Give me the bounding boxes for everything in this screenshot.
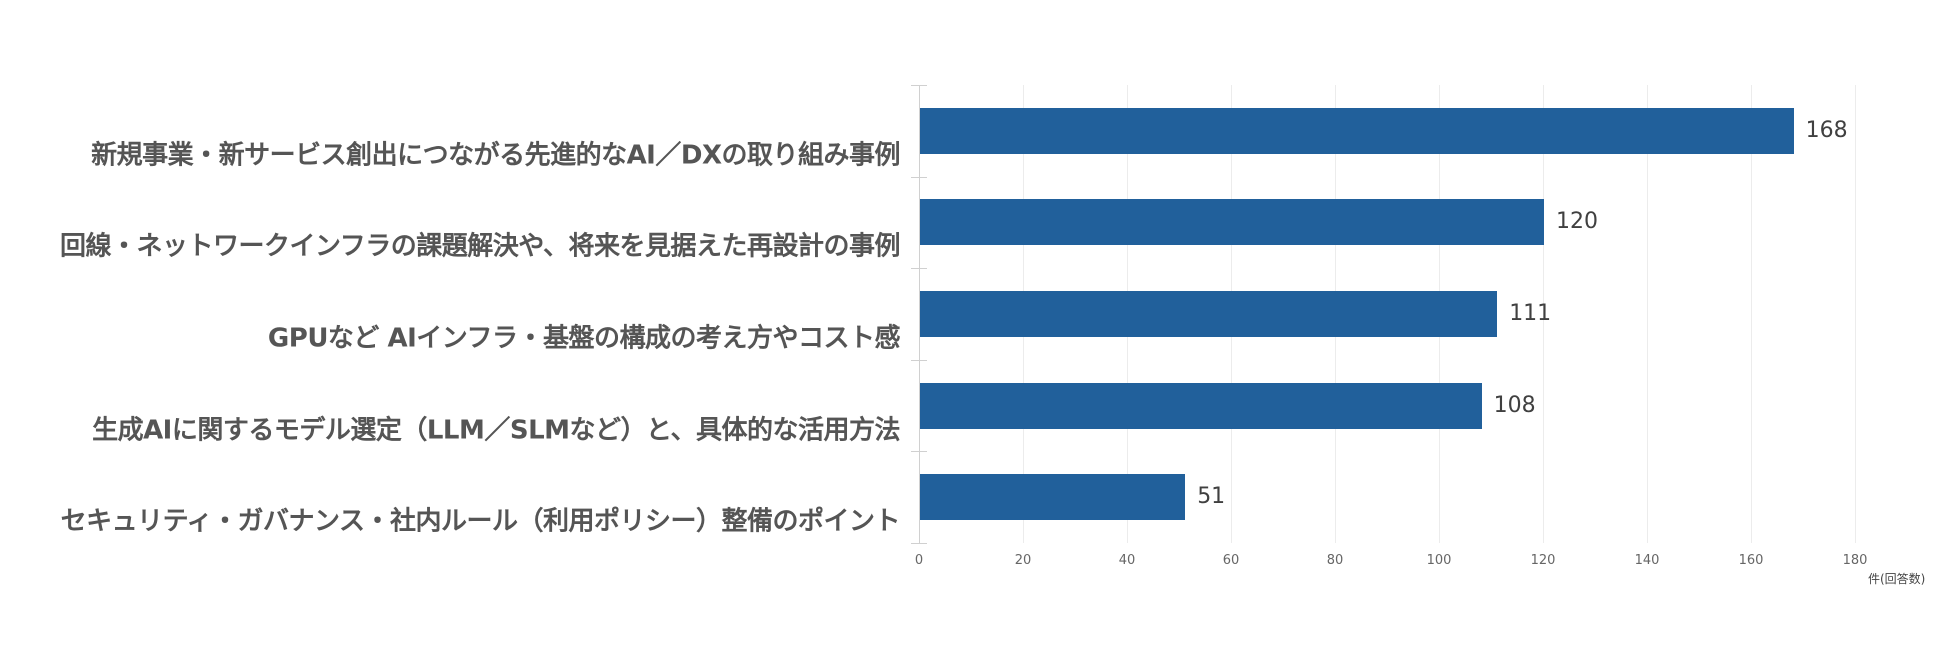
category-label: 回線・ネットワークインフラの課題解決や、将来を見据えた再設計の事例: [60, 231, 900, 262]
category-tick: [911, 543, 927, 544]
plot-area: 0 20 40 60 80 100 120 140 160 180 168 120 111 108 51: [911, 85, 1867, 568]
category-tick: [911, 85, 927, 86]
bar: [920, 291, 1498, 337]
x-tick-label: 100: [1426, 553, 1452, 568]
bar-value-label: 120: [1556, 209, 1598, 235]
gridline: [1647, 85, 1648, 543]
category-tick: [911, 176, 927, 178]
category-label: GPUなど AIインフラ・基盤の構成の考え方やコスト感: [267, 323, 901, 354]
x-tick-label: 60: [1222, 553, 1240, 568]
bar-value-label: 108: [1493, 392, 1536, 418]
x-tick-label: 140: [1634, 553, 1660, 568]
category-tick: [911, 359, 927, 361]
bar-value-label: 168: [1805, 117, 1848, 143]
gridline: [1751, 85, 1752, 543]
category-label: 新規事業・新サービス創出につながる先進的なAI／DXの取り組み事例: [91, 140, 900, 171]
x-tick-label: 80: [1326, 553, 1344, 568]
x-tick-label: 120: [1530, 553, 1556, 568]
category-axis-line: [919, 85, 920, 543]
bar: [920, 107, 1794, 154]
category-label: 生成AIに関するモデル選定（LLM／SLMなど）と、具体的な活用方法: [92, 415, 900, 446]
category-tick: [911, 451, 927, 453]
bar: [920, 199, 1544, 246]
bar-value-label: 51: [1197, 484, 1226, 510]
category-tick: [911, 268, 927, 270]
category-label: セキュリティ・ガバナンス・社内ルール（利用ポリシー）整備のポイント: [60, 506, 901, 537]
x-tick-label: 180: [1842, 553, 1868, 568]
x-tick-label: 160: [1738, 553, 1764, 568]
x-tick-label: 40: [1118, 553, 1136, 568]
gridline: [1855, 85, 1856, 543]
x-tick-label: 20: [1014, 553, 1032, 568]
bar: [920, 382, 1482, 429]
bar: [920, 474, 1186, 521]
bar-value-label: 111: [1509, 301, 1552, 326]
x-tick-label: 0: [914, 553, 924, 568]
x-axis-unit-label: 件(回答数): [1868, 572, 1926, 586]
gridline: [1543, 85, 1544, 543]
